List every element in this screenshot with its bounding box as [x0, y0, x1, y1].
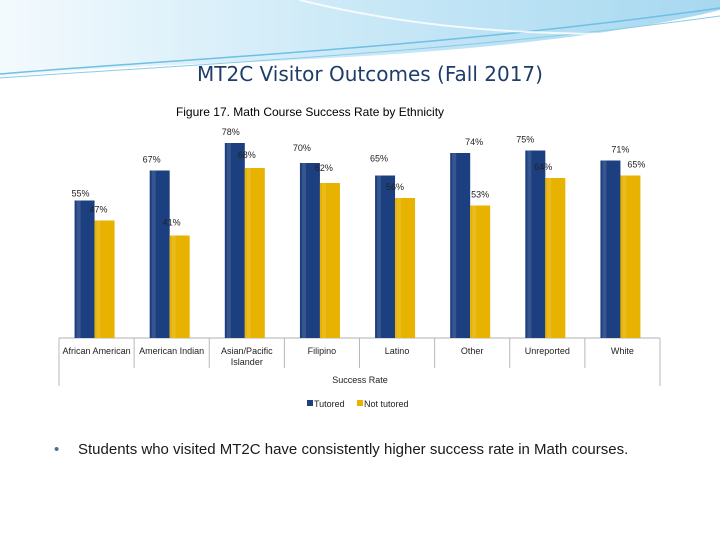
- bar-tutored: [525, 150, 546, 338]
- data-label: 62%: [315, 163, 333, 173]
- data-label: 47%: [90, 205, 108, 215]
- bar-tutored: [74, 200, 95, 338]
- data-label: 74%: [465, 137, 483, 147]
- bar-not-tutored: [244, 168, 265, 338]
- bullet-text: Students who visited MT2C have consisten…: [78, 441, 629, 458]
- data-label: 67%: [143, 155, 161, 165]
- data-label: 78%: [222, 127, 240, 137]
- bar-not-tutored: [319, 183, 340, 338]
- bar-tutored: [149, 170, 170, 338]
- bar-highlight: [377, 175, 382, 338]
- legend-label-tutored: Tutored: [314, 399, 345, 409]
- header-wave-decoration: [0, 0, 720, 79]
- bar-highlight: [226, 143, 231, 338]
- bar-not-tutored: [545, 178, 566, 338]
- x-tick-label: White: [611, 346, 634, 356]
- bullet-icon: •: [54, 441, 60, 458]
- bar-highlight: [301, 163, 306, 338]
- bar-not-tutored: [620, 175, 641, 338]
- bar-highlight: [246, 168, 251, 338]
- data-label: 64%: [534, 162, 552, 172]
- bar-not-tutored: [395, 198, 416, 338]
- bar-highlight: [547, 178, 552, 338]
- bar-highlight: [96, 220, 101, 338]
- data-label: 68%: [238, 150, 256, 160]
- legend-swatch-not-tutored: [357, 400, 363, 406]
- bar-tutored: [375, 175, 396, 338]
- data-label: 55%: [72, 189, 90, 199]
- slide-title: MT2C Visitor Outcomes (Fall 2017): [197, 62, 543, 86]
- bar-not-tutored: [470, 205, 491, 338]
- bar-highlight: [622, 175, 627, 338]
- bar-highlight: [171, 235, 176, 338]
- bar-highlight: [321, 183, 326, 338]
- x-tick-label: American Indian: [139, 346, 204, 356]
- bar-not-tutored: [169, 235, 190, 338]
- bar-highlight: [76, 200, 81, 338]
- data-label: 71%: [611, 145, 629, 155]
- data-label: 75%: [516, 135, 534, 145]
- x-tick-label: Filipino: [308, 346, 337, 356]
- bar-highlight: [151, 170, 156, 338]
- x-tick-label: Islander: [231, 357, 263, 367]
- x-tick-label: Unreported: [525, 346, 570, 356]
- bar-highlight: [452, 153, 457, 338]
- data-label: 65%: [627, 160, 645, 170]
- bar-highlight: [602, 160, 607, 338]
- bar-tutored: [600, 160, 621, 338]
- x-axis-title: Success Rate: [332, 375, 388, 385]
- bar-tutored: [224, 143, 245, 338]
- bar-highlight: [527, 150, 532, 338]
- legend-swatch-tutored: [307, 400, 313, 406]
- x-tick-label: Latino: [385, 346, 410, 356]
- x-tick-label: Asian/Pacific: [221, 346, 273, 356]
- bar-highlight: [397, 198, 402, 338]
- chart-title: Figure 17. Math Course Success Rate by E…: [175, 105, 445, 119]
- legend-label-not-tutored: Not tutored: [364, 399, 409, 409]
- data-label: 41%: [163, 218, 181, 228]
- data-label: 65%: [370, 154, 388, 164]
- x-tick-label: Other: [461, 346, 484, 356]
- data-label: 70%: [293, 143, 311, 153]
- data-label: 53%: [471, 190, 489, 200]
- x-tick-label: African American: [63, 346, 131, 356]
- bar-highlight: [472, 205, 477, 338]
- bar-not-tutored: [94, 220, 115, 338]
- data-label: 56%: [386, 182, 404, 192]
- bar-tutored: [450, 153, 471, 338]
- bar-tutored: [299, 163, 320, 338]
